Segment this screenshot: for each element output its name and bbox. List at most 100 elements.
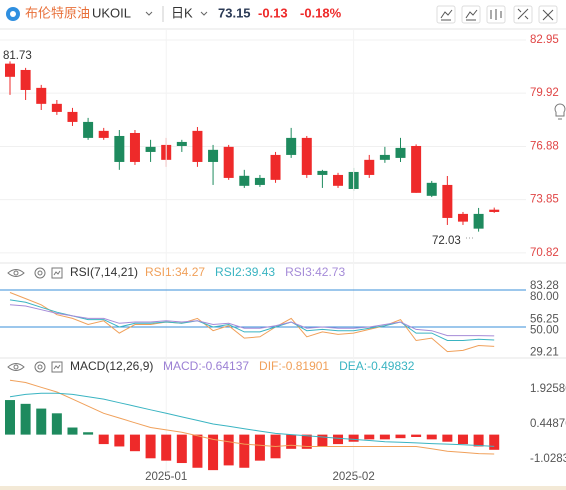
macd-bar (473, 434, 484, 447)
macd-bar (254, 434, 265, 461)
side-icon[interactable] (554, 103, 566, 120)
macd-bar (161, 434, 172, 461)
macd-bar (379, 434, 390, 440)
tool-icon (440, 9, 453, 21)
tool-button[interactable] (513, 5, 533, 24)
macd-bar (192, 434, 203, 468)
y-tick-label: 76.88 (530, 141, 559, 153)
candle-body (208, 149, 219, 162)
tool-button[interactable] (461, 5, 481, 24)
candle-body (457, 213, 468, 222)
candle-body (317, 170, 328, 175)
x-tick-label: 2025-01 (145, 471, 187, 483)
candle-body (286, 137, 297, 155)
y-tick-label: 83.28 (530, 280, 559, 292)
macd-bar (348, 434, 359, 442)
macd-line (9, 379, 495, 455)
rsi-line (9, 304, 495, 337)
macd-bar (67, 427, 78, 435)
macd-bar (301, 434, 312, 449)
low-annotation: 72.03 (432, 235, 461, 247)
y-tick-label: 56.25 (530, 313, 559, 325)
macd-bar (426, 434, 437, 440)
price: 73.15 (218, 5, 251, 20)
macd-bar (286, 434, 297, 449)
macd-bar (36, 408, 47, 435)
macd-bar (457, 434, 468, 445)
candle-body (83, 121, 94, 138)
candle-body (176, 141, 187, 146)
dropdown-arrow[interactable] (200, 11, 208, 16)
macd-bar (20, 403, 31, 435)
candle-body (426, 182, 437, 196)
macd-bar (411, 434, 422, 437)
macd-bar (5, 400, 15, 435)
y-tick-label: -1.02834 (530, 453, 566, 465)
candle-body (239, 175, 250, 186)
rsi-line (9, 292, 495, 353)
macd-bar (317, 434, 328, 447)
y-tick-label: 80.00 (530, 291, 559, 303)
legend-entry: DEA:-0.49832 (339, 359, 415, 373)
macd-bar (208, 434, 219, 471)
y-tick-label: 79.92 (530, 87, 559, 99)
tool-icon (517, 8, 529, 20)
bottom-strip (0, 486, 566, 490)
candle-body (489, 209, 500, 212)
candle-body (145, 146, 156, 152)
macd-bar (114, 434, 125, 447)
candle-body (254, 177, 265, 185)
y-tick-label: 50.00 (530, 324, 559, 336)
change: -0.13 (258, 5, 288, 20)
tool-button[interactable] (436, 5, 456, 24)
panel-icons[interactable] (7, 267, 63, 373)
legend-entry: MACD:-0.64137 (163, 359, 249, 373)
candle-body (223, 146, 234, 178)
y-tick-label: 70.82 (530, 247, 559, 259)
macd-bar (129, 434, 140, 452)
legend-entry: RSI1:34.27 (145, 265, 205, 279)
tool-icon (465, 9, 478, 21)
candle-body (270, 154, 281, 180)
macd-bar (223, 434, 234, 466)
macd-bar (333, 434, 344, 445)
candle-body (67, 111, 78, 122)
tool-icon (490, 9, 502, 20)
candle-body (5, 63, 15, 77)
candle-body (442, 184, 453, 218)
panel-title: MACD(12,26,9) (70, 359, 153, 373)
macd-bar (442, 434, 453, 442)
macd-bar (395, 434, 406, 439)
candle-body (333, 174, 344, 186)
panel-title: RSI(7,14,21) (70, 265, 138, 279)
high-annotation: 81.73 (3, 50, 32, 62)
macd-line (9, 392, 495, 447)
legend-entry: DIF:-0.81901 (259, 359, 329, 373)
legend-entry: RSI2:39.43 (215, 265, 275, 279)
macd-bar (83, 432, 94, 435)
macd-bar (489, 434, 500, 450)
y-tick-label: 1.92586 (530, 383, 566, 395)
candle-body (36, 87, 47, 104)
y-tick-label: 0.44876 (530, 418, 566, 430)
symbol-name[interactable]: 布伦特原油 (25, 5, 90, 20)
macd-bar (51, 413, 62, 435)
tool-button[interactable] (486, 5, 506, 24)
candle-body (411, 145, 422, 193)
macd-bar (364, 434, 375, 440)
candle-body (98, 130, 109, 138)
y-tick-label: 73.85 (530, 194, 559, 206)
interval[interactable]: 日K (171, 5, 193, 20)
symbol-code[interactable]: UKOIL (92, 5, 131, 20)
y-tick-label: 29.21 (530, 347, 559, 359)
candle-body (379, 154, 390, 160)
dropdown-arrow[interactable] (145, 11, 153, 16)
candle-body (192, 130, 203, 162)
candle-body (473, 213, 484, 229)
macd-bar (176, 434, 187, 464)
tool-button[interactable] (538, 5, 558, 24)
symbol-icon-inner (10, 11, 16, 17)
candle-body (114, 135, 125, 162)
